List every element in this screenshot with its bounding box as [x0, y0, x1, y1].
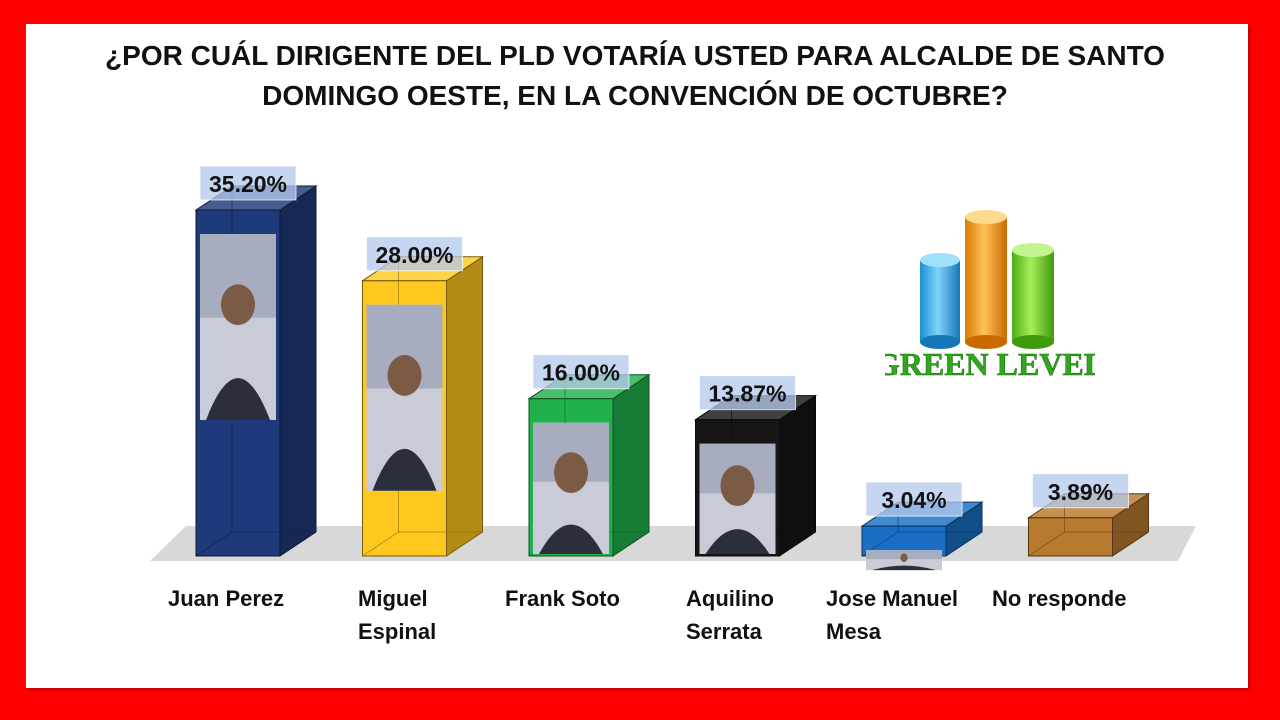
- candidate-photo-1: [200, 234, 276, 420]
- bar-side-1: [279, 185, 317, 557]
- logo-cylinder-blue: [920, 253, 960, 349]
- category-label-2-line-2: Espinal: [358, 619, 437, 644]
- chart-title-line-2: DOMINGO OESTE, EN LA CONVENCIÓN DE OCTUB…: [262, 80, 1008, 111]
- category-label-4-line-1: Aquilino: [686, 586, 774, 611]
- candidate-photo-3: [533, 422, 609, 554]
- data-label-box-2: [366, 236, 463, 272]
- bar-2: 28.00%: [360, 236, 485, 557]
- category-label-1: Juan Perez: [168, 582, 284, 615]
- candidate-photo-2: [366, 304, 443, 491]
- bar-4: 13.87%: [693, 375, 818, 557]
- bar-1: 35.20%: [194, 165, 318, 557]
- candidate-photo-4: [699, 443, 776, 554]
- category-label-4-line-2: Serrata: [686, 619, 762, 644]
- category-label-6-line-1: No responde: [992, 586, 1127, 611]
- chart-title-line-1: ¿POR CUÁL DIRIGENTE DEL PLD VOTARÍA USTE…: [105, 40, 1165, 71]
- category-label-6: No responde: [992, 582, 1126, 615]
- chart-title: ¿POR CUÁL DIRIGENTE DEL PLD VOTARÍA USTE…: [0, 36, 1270, 116]
- category-label-2: Miguel Espinal: [358, 582, 436, 648]
- category-label-5: Jose Manuel Mesa: [826, 582, 958, 648]
- green-level-logo: GREEN LEVEL: [885, 210, 1095, 382]
- data-label-box-1: [199, 165, 297, 201]
- bar-front-6: [1028, 517, 1113, 557]
- bar-side-3: [612, 373, 650, 557]
- category-label-1-line-1: Juan Perez: [168, 586, 285, 611]
- data-label-5: 3.04%: [881, 487, 946, 513]
- category-label-5-line-1: Jose Manuel: [826, 586, 959, 611]
- category-label-5-line-2: Mesa: [826, 619, 882, 644]
- bar-6: 3.89%: [1026, 473, 1151, 557]
- data-label-4: 13.87%: [708, 381, 786, 407]
- bar-5: 3.04%: [860, 481, 984, 571]
- data-label-box-3: [532, 354, 630, 390]
- data-label-1: 35.20%: [209, 171, 287, 197]
- logo-text: GREEN LEVEL: [885, 346, 1095, 382]
- data-label-box-5: [865, 481, 963, 517]
- logo-cylinder-green: [1012, 243, 1054, 349]
- data-label-box-4: [699, 375, 796, 411]
- bar-side-2: [446, 255, 483, 557]
- data-label-3: 16.00%: [542, 360, 620, 386]
- data-label-6: 3.89%: [1048, 479, 1113, 505]
- category-label-3-line-1: Frank Soto: [505, 586, 620, 611]
- logo-cylinder-orange: [965, 210, 1007, 349]
- category-label-2-line-1: Miguel: [358, 586, 428, 611]
- data-label-box-6: [1032, 473, 1129, 509]
- data-label-2: 28.00%: [375, 242, 453, 268]
- candidate-photo-5: [866, 550, 942, 571]
- bar-3: 16.00%: [527, 354, 651, 557]
- category-label-4: Aquilino Serrata: [686, 582, 774, 648]
- category-label-3: Frank Soto: [505, 582, 620, 615]
